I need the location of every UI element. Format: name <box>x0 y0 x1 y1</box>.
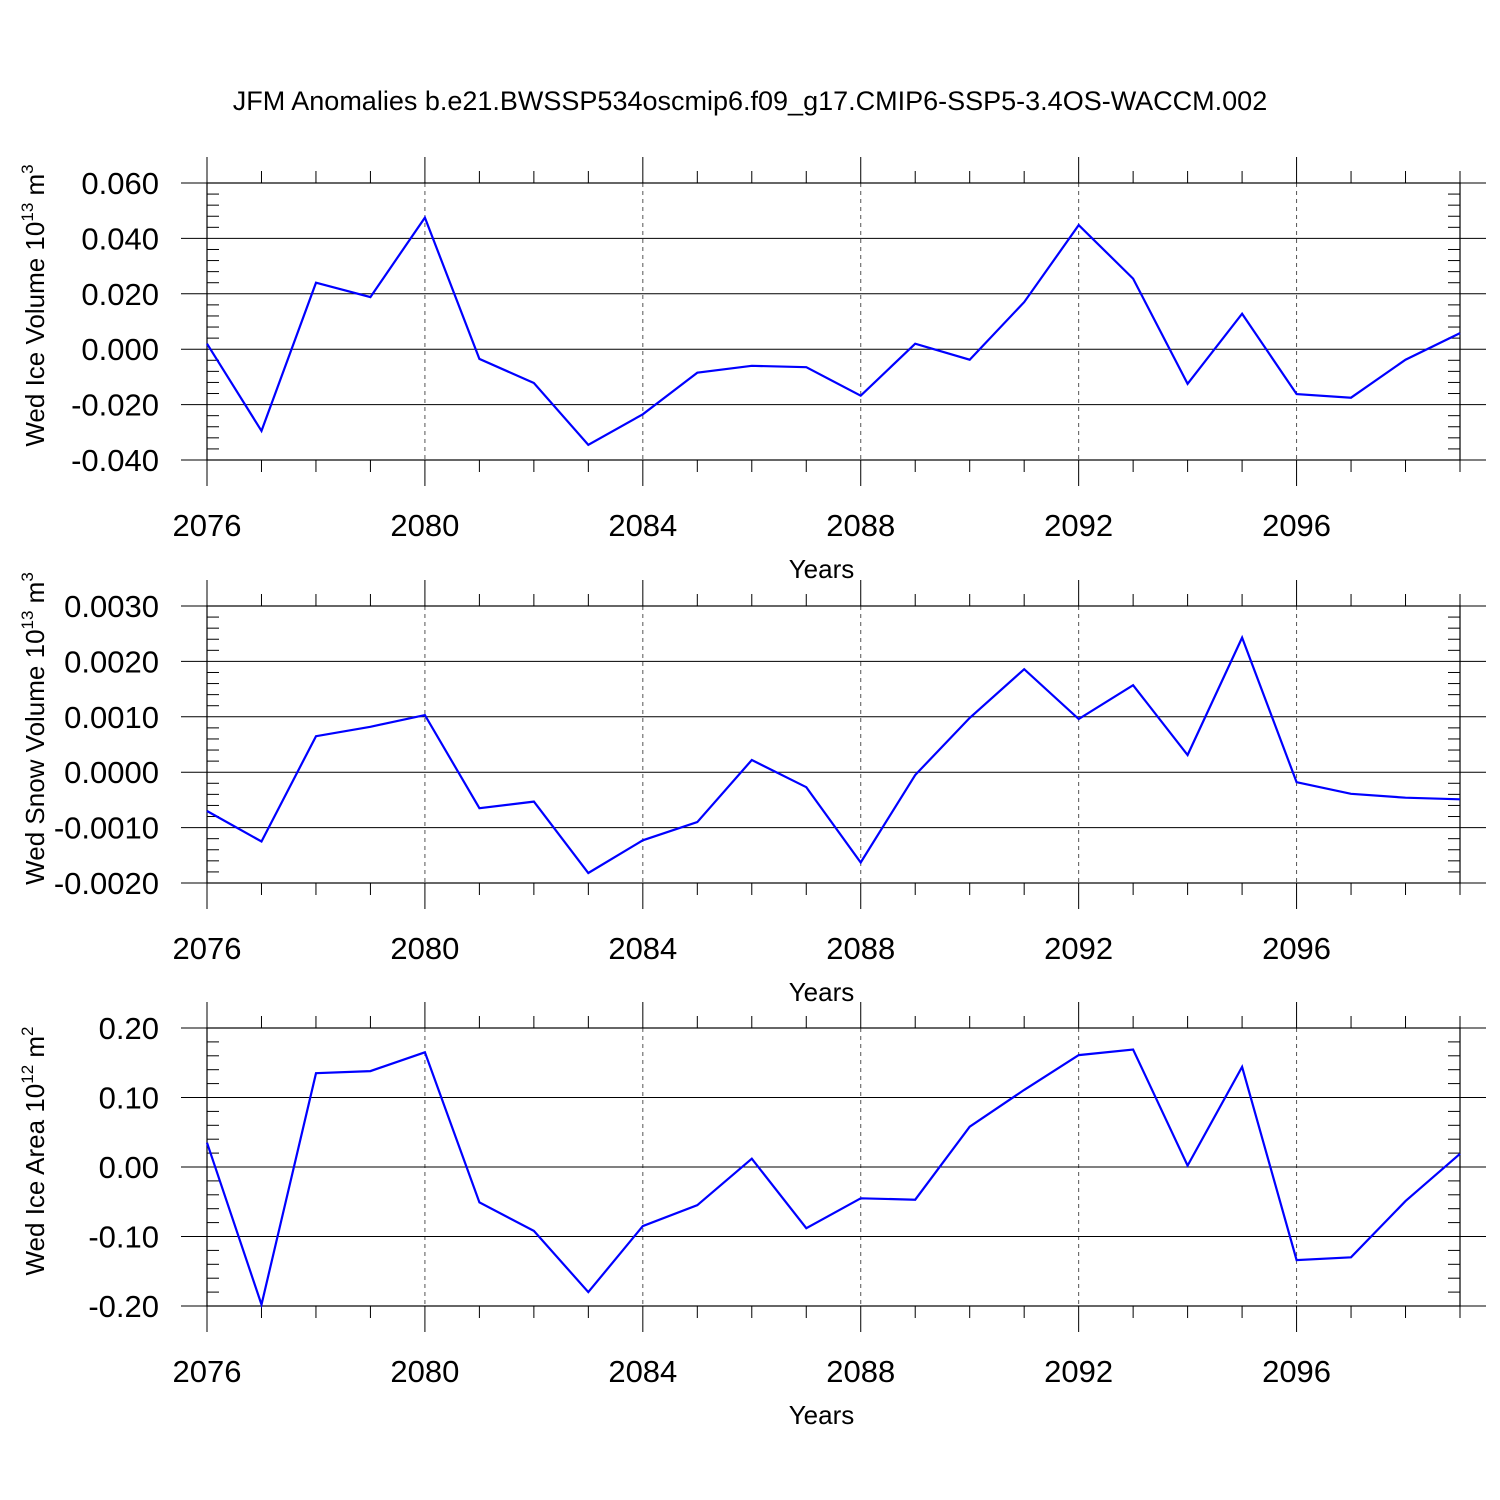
x-tick-label: 2096 <box>1262 931 1331 966</box>
y-tick-label: -0.20 <box>88 1289 159 1324</box>
x-tick-label: 2084 <box>608 508 677 543</box>
y-axis-title-unit-exponent: 3 <box>18 164 37 173</box>
x-tick-label: 2084 <box>608 1354 677 1389</box>
y-axis-title-unit: m <box>20 174 50 203</box>
y-tick-label: 0.10 <box>99 1081 159 1116</box>
y-axis-title-unit: m <box>20 1036 50 1065</box>
y-axis-title-unit-exponent: 3 <box>18 572 37 581</box>
y-axis-title-text: Wed Ice Area 10 <box>20 1084 50 1276</box>
y-tick-label: -0.040 <box>71 443 159 478</box>
y-axis-title: Wed Ice Area 1012 m2 <box>18 1026 50 1275</box>
x-tick-label: 2076 <box>173 1354 242 1389</box>
series-line <box>205 1048 1461 1309</box>
x-axis-title: Years <box>789 1400 855 1430</box>
y-axis-title-exponent: 12 <box>18 1065 37 1084</box>
x-tick-label: 2080 <box>390 508 459 543</box>
y-tick-label: 0.060 <box>81 166 159 201</box>
y-tick-label: 0.00 <box>99 1150 159 1185</box>
x-tick-label: 2080 <box>390 1354 459 1389</box>
series-line <box>206 634 1461 875</box>
y-axis-title-text: Wed Snow Volume 10 <box>20 629 50 884</box>
y-axis-title-unit: m <box>20 582 50 611</box>
x-tick-label: 2076 <box>173 931 242 966</box>
x-tick-label: 2092 <box>1044 508 1113 543</box>
y-axis-title-exponent: 13 <box>18 611 37 630</box>
y-tick-label: -0.020 <box>71 388 159 423</box>
y-tick-label: 0.040 <box>81 221 159 256</box>
x-tick-label: 2096 <box>1262 1354 1331 1389</box>
y-axis-title: Wed Ice Volume 1013 m3 <box>18 164 50 446</box>
chart-panel-ice-area: -0.20 -0.10 0.00 0.10 0.20 2076 2080 2084 2088 20… <box>18 1002 1486 1430</box>
y-tick-label: 0.020 <box>81 277 159 312</box>
y-tick-label: 0.000 <box>81 332 159 367</box>
x-tick-label: 2084 <box>608 931 677 966</box>
chart-panel-snow-volume: -0.0020 -0.0010 0.0000 0.0010 0.0020 0.0030 20… <box>18 572 1486 1007</box>
y-tick-label: 0.0000 <box>64 755 159 790</box>
x-axis-title: Years <box>789 977 855 1007</box>
x-tick-label: 2088 <box>826 1354 895 1389</box>
y-axis-title-unit-exponent: 2 <box>18 1026 37 1035</box>
chart-panel-ice-volume: -0.040 -0.020 0.000 0.020 0.040 0.060 2076 2080… <box>18 157 1486 584</box>
y-tick-label: 0.0030 <box>64 589 159 624</box>
y-tick-label: -0.0010 <box>54 811 159 846</box>
y-tick-label: 0.0020 <box>64 644 159 679</box>
figure-title: JFM Anomalies b.e21.BWSSP534oscmip6.f09_… <box>232 86 1268 116</box>
y-tick-label: -0.10 <box>88 1220 159 1255</box>
x-tick-label: 2096 <box>1262 508 1331 543</box>
y-axis-title-exponent: 13 <box>18 203 37 222</box>
series-line <box>206 215 1461 447</box>
y-axis-title: Wed Snow Volume 1013 m3 <box>18 572 50 885</box>
x-tick-label: 2080 <box>390 931 459 966</box>
x-tick-label: 2092 <box>1044 1354 1113 1389</box>
x-tick-label: 2088 <box>826 508 895 543</box>
y-tick-label: 0.0010 <box>64 700 159 735</box>
plot-frame <box>206 605 1461 884</box>
x-axis-title: Years <box>789 554 855 584</box>
y-axis-title-text: Wed Ice Volume 10 <box>20 222 50 447</box>
x-tick-label: 2076 <box>173 508 242 543</box>
x-tick-label: 2092 <box>1044 931 1113 966</box>
y-tick-label: 0.20 <box>99 1011 159 1046</box>
y-tick-label: -0.0020 <box>54 866 159 901</box>
x-tick-label: 2088 <box>826 931 895 966</box>
plot-frame <box>206 182 1461 461</box>
